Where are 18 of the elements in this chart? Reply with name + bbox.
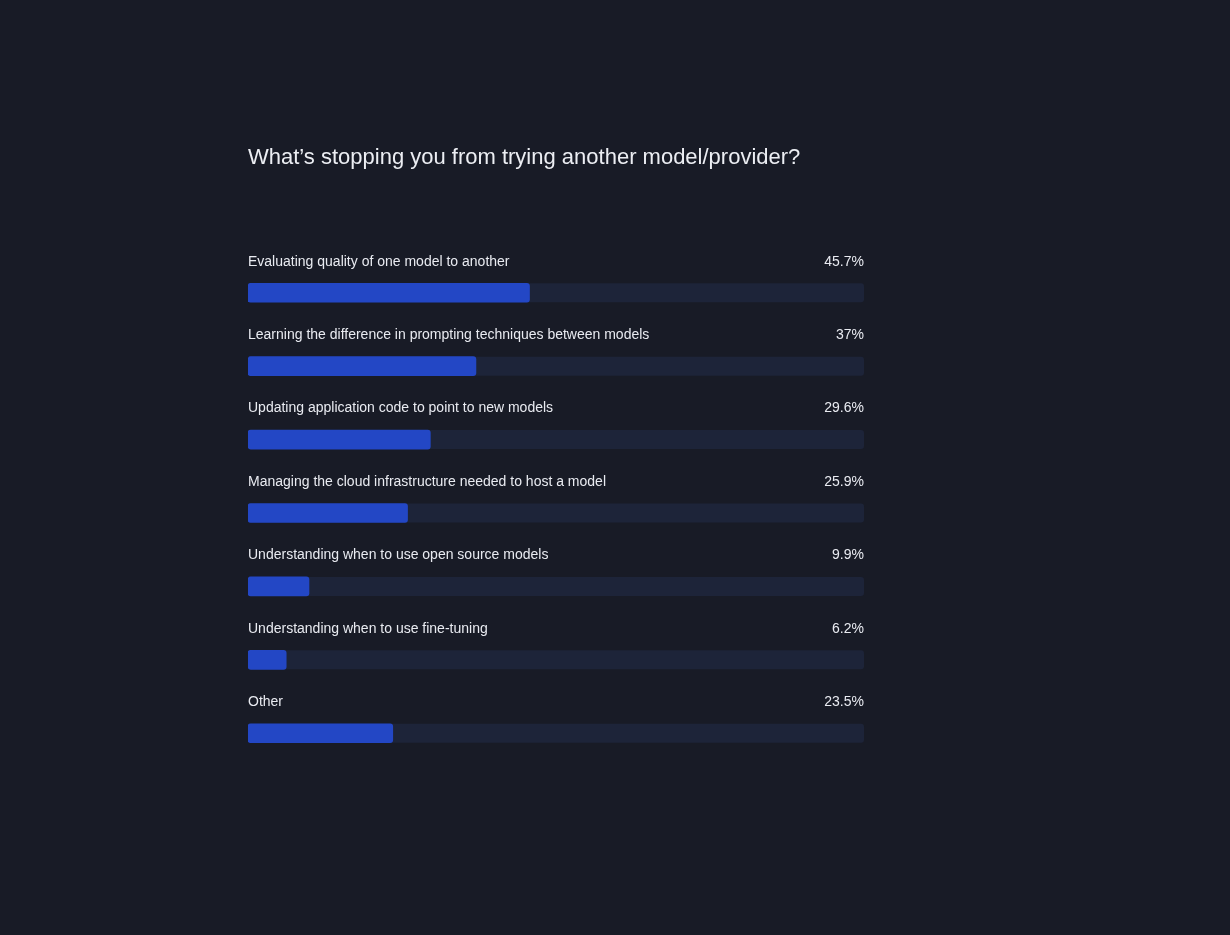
y-tick-label: Understanding when to use fine-tuning	[248, 619, 488, 636]
data-label: 45.7%	[824, 252, 864, 269]
data-label: 23.5%	[824, 693, 864, 710]
data-label: 37%	[835, 326, 864, 342]
y-tick-label: Other	[248, 693, 284, 710]
y-tick-label: Updating application code to point to new models	[248, 399, 554, 416]
bar	[248, 650, 287, 670]
y-tick-label: Evaluating quality of one model to another	[248, 252, 510, 269]
y-tick-label: Understanding when to use open source models	[248, 546, 549, 563]
bar	[248, 723, 394, 744]
data-label: 9.9%	[832, 546, 864, 563]
bar	[248, 576, 310, 597]
data-label: 25.9%	[824, 472, 864, 489]
data-label: 29.6%	[824, 399, 864, 416]
y-tick-label: Managing the cloud infrastructure needed to host a model	[248, 472, 607, 489]
y-tick-label: Learning the difference in prompting techniques between models	[248, 326, 650, 342]
chart-title: What’s stopping you from trying another model/provider?	[248, 144, 801, 170]
data-label: 6.2%	[832, 619, 864, 636]
